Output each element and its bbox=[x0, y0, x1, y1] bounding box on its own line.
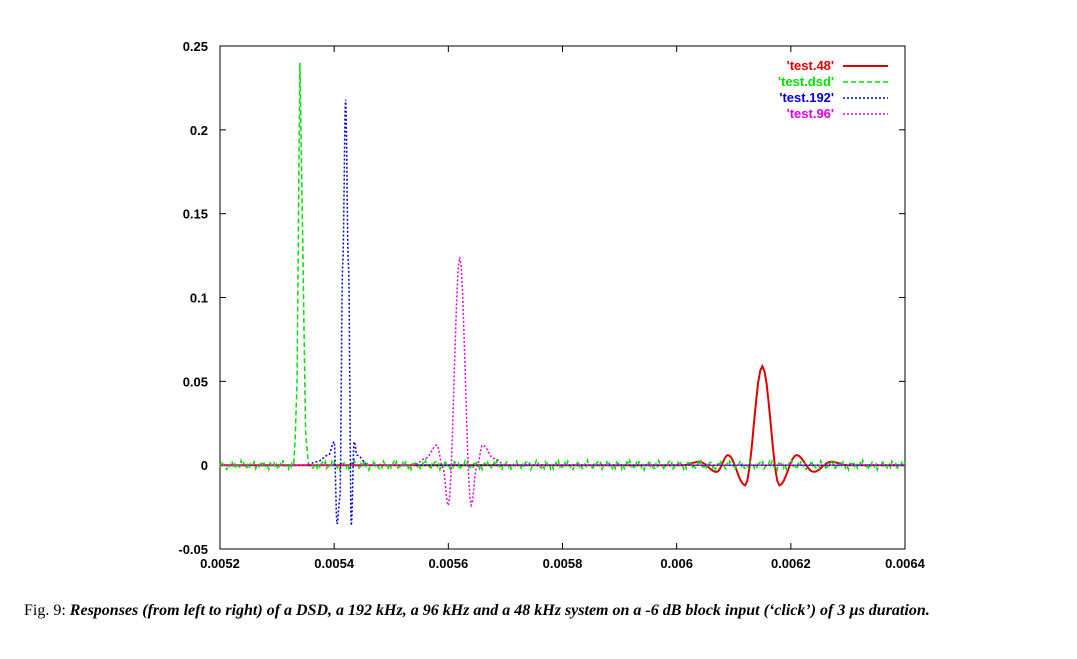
series-layer bbox=[219, 62, 906, 526]
y-tick-label: 0.05 bbox=[183, 374, 208, 389]
y-tick-label: 0.25 bbox=[183, 39, 208, 54]
y-tick-label: 0.2 bbox=[190, 123, 208, 138]
x-tick-label: 0.006 bbox=[660, 556, 693, 571]
plot-border bbox=[219, 45, 906, 550]
y-tick-label: 0 bbox=[201, 458, 208, 473]
y-tick-label: 0.15 bbox=[183, 207, 208, 222]
y-axis-ticks: -0.05 0 0.05 0.1 0.15 0.2 0.25 bbox=[178, 39, 905, 557]
legend: 'test.48''test.dsd''test.192''test.96' bbox=[778, 58, 888, 121]
series-line-3 bbox=[220, 257, 905, 508]
legend-label-3: 'test.96' bbox=[787, 106, 834, 121]
x-tick-label: 0.0054 bbox=[314, 556, 355, 571]
x-tick-label: 0.0058 bbox=[543, 556, 583, 571]
x-tick-label: 0.0052 bbox=[200, 556, 240, 571]
legend-label-2: 'test.192' bbox=[779, 90, 834, 105]
y-tick-label: -0.05 bbox=[178, 542, 208, 557]
legend-label-0: 'test.48' bbox=[787, 58, 834, 73]
series-line-1 bbox=[219, 62, 906, 473]
x-tick-label: 0.0064 bbox=[885, 556, 926, 571]
y-tick-label: 0.1 bbox=[190, 291, 208, 306]
series-line-2 bbox=[220, 99, 905, 526]
x-tick-label: 0.0056 bbox=[428, 556, 468, 571]
legend-label-1: 'test.dsd' bbox=[778, 74, 834, 89]
plot-frame bbox=[219, 45, 906, 550]
caption-text: Responses (from left to right) of a DSD,… bbox=[69, 602, 930, 619]
figure-caption: Fig. 9: Responses (from left to right) o… bbox=[24, 600, 1064, 621]
figure-label: Fig. 9: bbox=[24, 602, 66, 619]
x-tick-label: 0.0062 bbox=[771, 556, 811, 571]
x-axis-ticks: 0.0052 0.0054 0.0056 0.0058 0.006 0.0062 0.006… bbox=[200, 46, 926, 571]
